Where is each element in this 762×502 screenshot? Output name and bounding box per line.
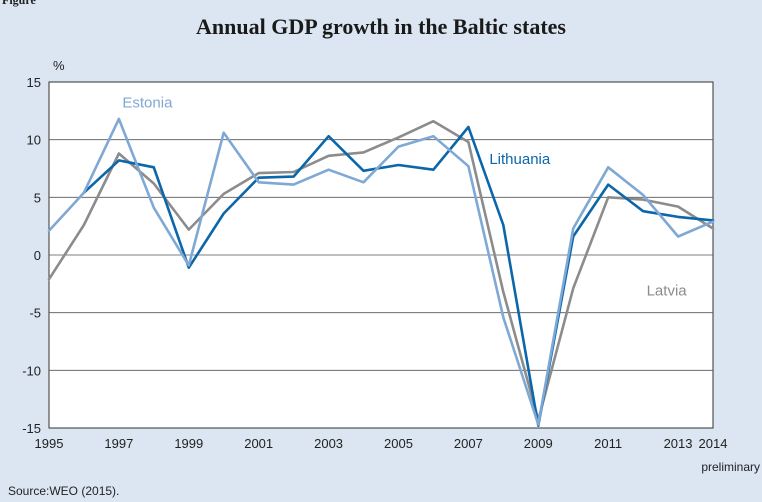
y-tick-label: -5 xyxy=(29,306,41,321)
source-note: Source:WEO (2015). xyxy=(8,484,120,498)
x-tick-label: 2013 xyxy=(664,436,693,451)
y-tick-label: 5 xyxy=(34,190,41,205)
x-tick-label: 2001 xyxy=(244,436,273,451)
y-tick-label: -15 xyxy=(22,421,41,436)
y-tick-label: 15 xyxy=(27,75,41,90)
chart-title: Annual GDP growth in the Baltic states xyxy=(196,14,566,39)
series-label-estonia: Estonia xyxy=(122,94,173,111)
figure-label: Figure xyxy=(2,0,36,7)
y-tick-label: 10 xyxy=(27,133,41,148)
x-tick-label: 1999 xyxy=(174,436,203,451)
x-tick-label: 2009 xyxy=(524,436,553,451)
x-tick-label: 2005 xyxy=(384,436,413,451)
x-tick-label: 2007 xyxy=(454,436,483,451)
x-axis-ticks: 1995 1997 1999 2001 2003 2005 2007 2009 2011 2013… xyxy=(35,436,728,451)
series-line-estonia xyxy=(47,117,715,426)
y-tick-label: -10 xyxy=(22,363,41,378)
x-axis-note: preliminary xyxy=(701,460,760,474)
series-label-latvia: Latvia xyxy=(647,282,688,299)
series-labels: Estonia Lithuania Latvia xyxy=(122,94,687,299)
series-line-latvia xyxy=(47,119,715,422)
x-tick-label: 1997 xyxy=(104,436,133,451)
x-tick-label: 2011 xyxy=(594,436,622,451)
y-axis-unit-label: % xyxy=(53,58,65,73)
y-tick-label: 0 xyxy=(34,248,41,263)
series-label-lithuania: Lithuania xyxy=(489,151,551,168)
x-tick-label: 1995 xyxy=(35,436,64,451)
x-tick-label: 2003 xyxy=(314,436,343,451)
series-line-lithuania xyxy=(82,125,715,427)
x-tick-label: 2014 xyxy=(699,436,728,451)
grid-lines xyxy=(49,139,713,371)
series-lines xyxy=(47,117,715,427)
y-axis-ticks: -15 -10 -5 0 5 10 15 xyxy=(22,75,41,436)
